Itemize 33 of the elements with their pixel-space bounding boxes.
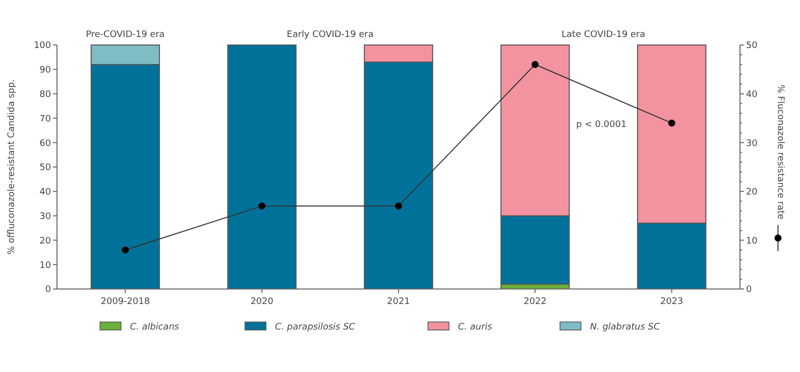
x-tick-label: 2009-2018 [100, 297, 150, 307]
x-tick-label: 2020 [250, 297, 274, 307]
text: Early COVID-19 era [286, 30, 374, 40]
y2-axis-title: % Fluconazole resistance rate [775, 84, 785, 220]
y-tick-label: 60 [40, 138, 52, 149]
x-tick-label: 2022 [524, 297, 547, 307]
y-axis-title: % offluconazole-resistant Candida spp. [7, 79, 17, 255]
y-tick-label: 0 [45, 285, 52, 296]
y-tick-label: 40 [40, 188, 52, 198]
bar [227, 44, 297, 290]
text: Late COVID-19 era [562, 30, 646, 40]
legend-label: C. albicans [130, 322, 180, 332]
text: Pre-COVID-19 era [86, 30, 165, 40]
y2-tick-label: 50 [746, 41, 758, 52]
y-tick-label: 100 [34, 41, 52, 52]
legend-label: N. glabratus SC [590, 322, 661, 332]
y-tick-label: 80 [40, 90, 52, 100]
y2-tick-label: 20 [746, 188, 758, 198]
y-tick-label: 90 [40, 66, 52, 76]
y2-tick-label: 30 [746, 138, 758, 149]
x-tick-label: 2021 [387, 297, 410, 307]
y-tick-label: 30 [40, 212, 52, 222]
legend-label: C. auris [458, 322, 492, 332]
x-tick-label: 2023 [660, 297, 684, 307]
y2-tick-label: 10 [746, 236, 758, 246]
annotation: p < 0.0001 [576, 120, 627, 130]
y-tick-label: 10 [40, 260, 52, 271]
y2-tick-label: 40 [746, 90, 758, 100]
y-tick-label: 50 [40, 163, 52, 174]
y2-tick-label: 0 [746, 285, 752, 296]
legend-label: C. parapsilosis SC [275, 322, 356, 332]
y-tick-label: 70 [40, 114, 52, 124]
y-tick-label: 20 [40, 236, 52, 246]
